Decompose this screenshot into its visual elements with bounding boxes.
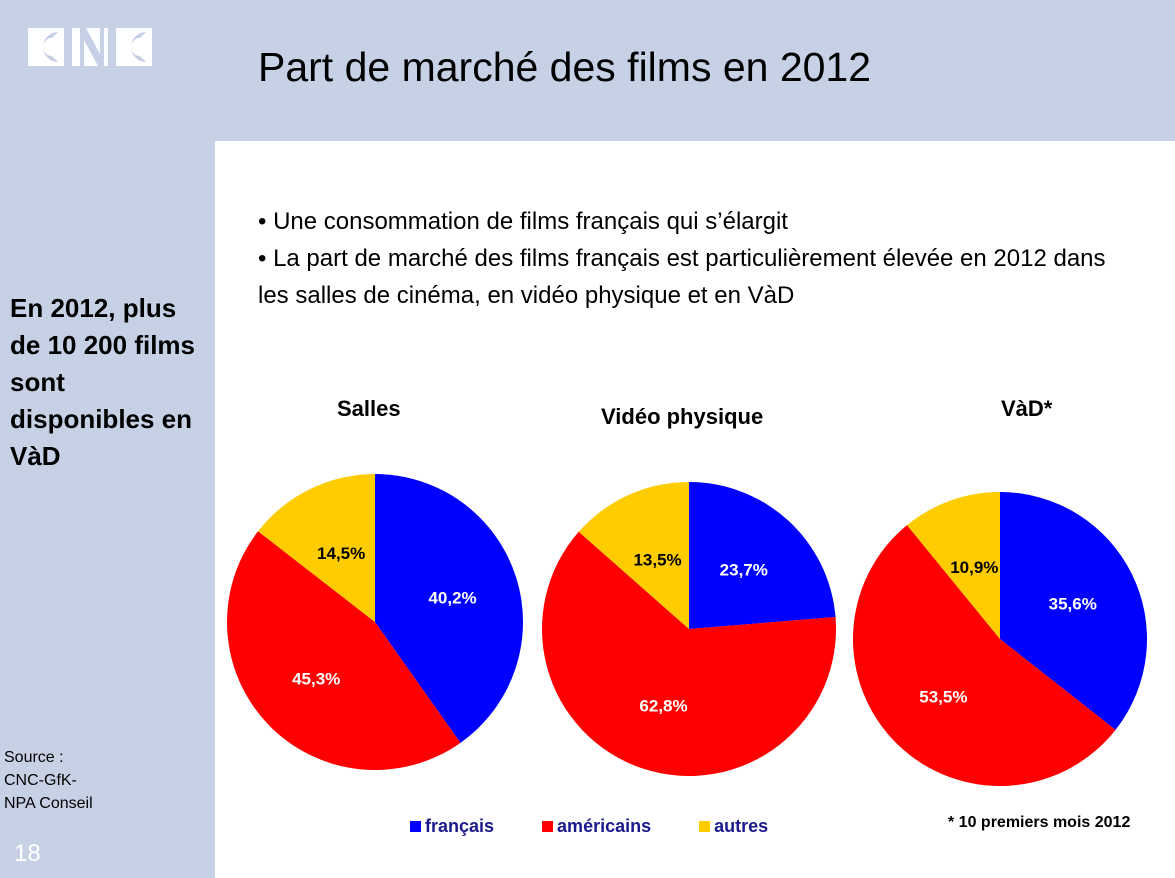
chart-title-video: Vidéo physique (601, 404, 764, 429)
pie-slice-américains (226, 531, 461, 771)
pie-slice-label: 45,3% (292, 669, 340, 688)
cnc-logo (28, 28, 152, 66)
pie-slice-label: 53,5% (919, 688, 967, 707)
chart-title-vad: VàD* (1001, 396, 1053, 421)
pie-slice-autres (258, 474, 375, 622)
pie-slice-label: 35,6% (1049, 595, 1097, 614)
source-line: NPA Conseil (4, 795, 93, 812)
page-number: 18 (14, 840, 41, 867)
pie-slice-label: 13,5% (633, 550, 681, 569)
pie-slice-label: 23,7% (720, 561, 768, 580)
pie-slice-label: 14,5% (317, 544, 365, 563)
chart-legend: français américains autres (410, 816, 816, 837)
pie-slice-américains (542, 531, 836, 776)
pie-slice-label: 62,8% (639, 697, 687, 716)
pie-slice-américains (852, 525, 1116, 787)
legend-item-francais: français (410, 816, 494, 837)
pie-slice-autres (578, 482, 689, 629)
legend-swatch-yellow (699, 821, 711, 832)
pie-slice-français (1000, 492, 1147, 730)
pie-slice-label: 10,9% (950, 558, 998, 577)
pie-slice-autres (907, 492, 1000, 639)
bullet-item: • Une consommation de films français qui… (258, 208, 788, 235)
chart-title-salles: Salles (337, 396, 401, 421)
legend-swatch-blue (410, 821, 421, 832)
bullet-list: • Une consommation de films français qui… (258, 203, 1138, 314)
source-line: Source : (4, 749, 64, 766)
source-note: Source : CNC-GfK- NPA Conseil (4, 746, 93, 815)
legend-label: américains (557, 816, 652, 836)
source-line: CNC-GfK- (4, 772, 77, 789)
pie-slice-français (689, 482, 836, 629)
page-title: Part de marché des films en 2012 (258, 44, 872, 90)
legend-label: autres (714, 816, 769, 836)
pie-slice-français (375, 474, 524, 743)
footnote: * 10 premiers mois 2012 (948, 814, 1131, 831)
legend-swatch-red (542, 821, 554, 832)
bullet-item: • La part de marché des films français e… (258, 245, 1106, 309)
pie-slice-label: 40,2% (428, 588, 476, 607)
legend-label: français (425, 816, 495, 836)
legend-item-americains: américains (542, 816, 651, 837)
legend-item-autres: autres (699, 816, 768, 837)
sidebar-highlight: En 2012, plus de 10 200 films sont dispo… (10, 293, 195, 471)
